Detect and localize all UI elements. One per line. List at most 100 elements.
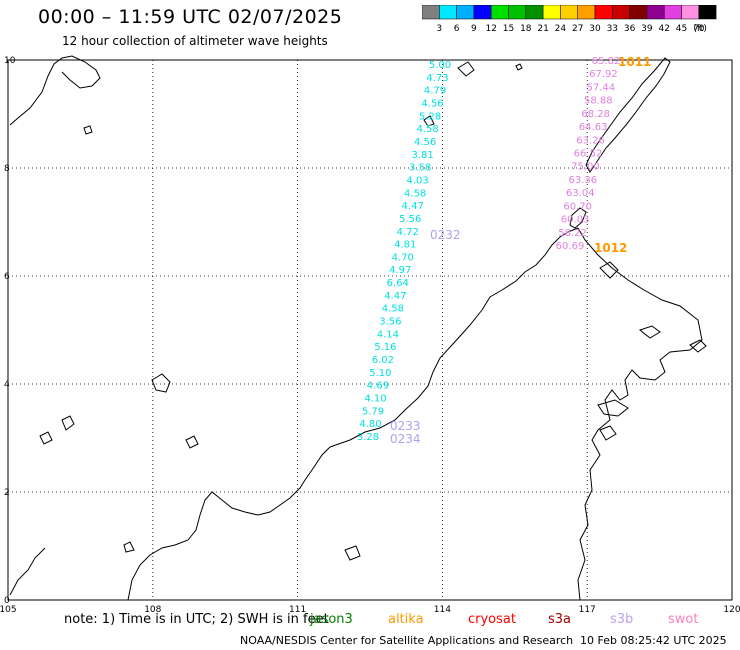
lat-lon-grid: [7, 59, 733, 601]
wave-height-label: 60.03: [561, 215, 590, 226]
wave-height-label: 5.56: [399, 214, 421, 225]
wave-height-label: 4.80: [359, 419, 381, 430]
wave-height-label: 58.22: [558, 228, 587, 239]
latitude-label: 8: [4, 164, 10, 174]
pass-time-label: 0232: [430, 228, 461, 242]
wave-height-label: 3.58: [409, 163, 431, 174]
wave-height-label: 75.00: [571, 162, 600, 173]
colorbar-label: 9: [471, 24, 477, 34]
colorbar-label: 24: [555, 24, 567, 34]
wave-height-label: 4.58: [416, 124, 438, 135]
wave-height-label: 6.02: [372, 355, 394, 366]
satellite-legend-s3b: s3b: [610, 612, 634, 627]
latitude-label: 2: [4, 488, 10, 498]
wave-height-label: 4.69: [367, 381, 389, 392]
map-frame: [7, 59, 733, 601]
map-subtitle: 12 hour collection of altimeter wave hei…: [62, 34, 328, 48]
wave-height-label: 4.47: [384, 291, 406, 302]
longitude-label: 105: [0, 605, 17, 615]
wave-height-label: 68.28: [581, 109, 610, 120]
colorbar-unit: (ft): [693, 24, 707, 34]
wave-height-label: 5.28: [419, 111, 441, 122]
colorbar-label: 36: [624, 24, 636, 34]
wave-height-label: 4.14: [377, 329, 399, 340]
wave-height-label: 64.63: [579, 122, 608, 133]
wave-height-label: 57.44: [587, 82, 616, 93]
latitude-label: 4: [4, 380, 10, 390]
wave-height-label: 60.70: [563, 201, 592, 212]
map-title: 00:00 – 11:59 UTC 02/07/2025: [38, 6, 343, 28]
colorbar-label: 3: [436, 24, 442, 34]
colorbar-label: 21: [537, 24, 548, 34]
latitude-label: 6: [4, 272, 10, 282]
satellite-legend: jason3 altika cryosat s3a s3b swot: [0, 612, 740, 630]
satellite-legend-cryosat: cryosat: [468, 612, 516, 627]
colorbar-label: 70: [693, 24, 705, 34]
wave-height-label: 3.28: [357, 432, 379, 443]
wave-height-label: 60.69: [556, 241, 585, 252]
wave-height-label: 65.82: [592, 56, 621, 67]
longitude-label: 111: [289, 605, 306, 615]
satellite-legend-jason3: jason3: [310, 612, 353, 627]
wave-height-label: 4.47: [402, 201, 424, 212]
altimeter-tracks: 5.004.734.794.565.284.584.563.813.584.03…: [357, 56, 620, 443]
wave-height-label: 3.81: [411, 150, 433, 161]
longitude-tick-labels: 105 108 111 114 117 120: [0, 605, 740, 615]
pass-time-label: 1012: [594, 241, 627, 255]
coastline: [9, 55, 707, 601]
satellite-legend-swot: swot: [668, 612, 699, 627]
colorbar-label: 33: [607, 24, 618, 34]
latitude-tick-labels: 0 2 4 6 8 10: [4, 56, 16, 606]
wave-height-label: 5.00: [429, 60, 451, 71]
pass-time-label: 0234: [390, 432, 421, 446]
colorbar-label: 45: [676, 24, 687, 34]
wave-height-label: 4.73: [426, 73, 448, 84]
wave-height-label: 4.97: [389, 265, 411, 276]
colorbar-label: 42: [658, 24, 669, 34]
colorbar-label: 12: [485, 24, 496, 34]
wave-height-label: 4.79: [424, 86, 446, 97]
wave-height-label: 4.72: [397, 227, 419, 238]
wave-height-label: 63.36: [569, 175, 598, 186]
wave-height-label: 6.64: [387, 278, 409, 289]
wave-height-colorbar: 3 6 9 12 15 18 21 24 27 30 33 36 39 42 45 70(ft): [422, 5, 717, 34]
wave-height-label: 4.10: [364, 394, 386, 405]
wave-height-label: 4.56: [421, 98, 443, 109]
colorbar-swatch: [698, 5, 717, 20]
pass-time-label: 1011: [618, 55, 651, 69]
wave-height-label: 63.04: [566, 188, 595, 199]
wave-height-label: 66.52: [574, 149, 603, 160]
wave-height-label: 4.03: [407, 175, 429, 186]
satellite-legend-s3a: s3a: [548, 612, 572, 627]
colorbar-label: 18: [520, 24, 532, 34]
longitude-label: 108: [144, 605, 161, 615]
colorbar-label: 27: [572, 24, 583, 34]
wave-height-label: 5.16: [374, 342, 396, 353]
wave-height-label: 4.70: [392, 252, 414, 263]
latitude-label: 0: [4, 596, 10, 606]
wave-height-label: 4.58: [404, 188, 426, 199]
colorbar-label: 6: [454, 24, 460, 34]
longitude-label: 120: [723, 605, 740, 615]
latitude-label: 10: [4, 56, 16, 66]
wave-height-label: 5.79: [362, 406, 384, 417]
generated-timestamp: 10 Feb 08:25:42 UTC 2025: [580, 634, 727, 647]
colorbar-label: 15: [503, 24, 514, 34]
longitude-label: 114: [434, 605, 451, 615]
wave-height-label: 67.92: [589, 69, 618, 80]
wave-height-label: 4.58: [382, 304, 404, 315]
colorbar-label: 30: [589, 24, 601, 34]
longitude-label: 117: [579, 605, 596, 615]
satellite-legend-altika: altika: [388, 612, 424, 627]
wave-height-label: 4.56: [414, 137, 436, 148]
wave-height-label: 58.88: [584, 96, 613, 107]
wave-height-label: 3.56: [379, 317, 401, 328]
wave-height-label: 63.26: [576, 135, 605, 146]
pass-time-label: 0233: [390, 419, 421, 433]
credit-text: NOAA/NESDIS Center for Satellite Applica…: [240, 634, 574, 647]
note-text: note: 1) Time is in UTC; 2) SWH is in fe…: [64, 612, 329, 627]
wave-height-label: 4.81: [394, 240, 416, 251]
colorbar-label: 39: [641, 24, 653, 34]
